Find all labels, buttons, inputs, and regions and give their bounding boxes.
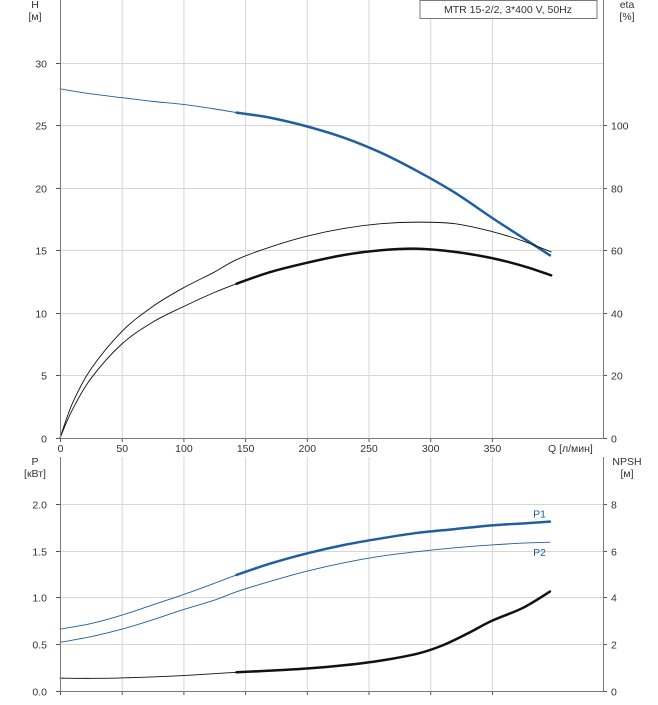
bottom-panel-ylabel-right-unit: [м] [620, 468, 633, 480]
top-panel-xtick-label-200: 200 [299, 443, 317, 455]
top-panel-ytick-right-label-20: 20 [611, 371, 623, 383]
bottom-panel-ytick-right-label-0: 0 [611, 687, 617, 699]
top-panel-series-3-line [235, 247, 553, 286]
bottom-panel-ylabel-left: P [31, 456, 38, 468]
bottom-panel-ytick-left-label-0-0: 0.0 [32, 687, 47, 699]
top-panel-series-2-line-thin [59, 221, 552, 439]
top-panel-xtick-label-0: 0 [58, 443, 64, 455]
top-panel-ytick-left-label-20: 20 [35, 184, 47, 196]
top-panel-ylabel-left: H [31, 0, 39, 11]
bottom-panel-ytick-right-label-4: 4 [611, 593, 617, 605]
bottom-panel-ytick-right-label-8: 8 [611, 500, 617, 512]
legend-box-text: MTR 15-2/2, 3*400 V, 50Hz [444, 4, 572, 16]
bottom-panel-ytick-right-label-2: 2 [611, 640, 617, 652]
top-panel-ylabel-right-unit: [%] [619, 11, 634, 23]
top-panel-xtick-label-50: 50 [116, 443, 128, 455]
top-panel-xlabel: Q [л/мин] [548, 443, 593, 455]
top-panel-ylabel-right: eta [620, 0, 635, 11]
top-panel-ytick-left-label-15: 15 [35, 246, 47, 258]
top-panel-ytick-left-label-25: 25 [35, 121, 47, 133]
bottom-panel-series-1-P1-label: P1 [533, 509, 546, 521]
bottom-panel-ytick-left-label-1-5: 1.5 [32, 547, 47, 559]
bottom-panel-ytick-left-label-2-0: 2.0 [32, 500, 47, 512]
grid-layer [60, 0, 603, 691]
top-panel-xtick-label-350: 350 [484, 443, 502, 455]
top-panel-ytick-right-label-0: 0 [611, 434, 617, 446]
top-panel-ytick-right-label-60: 60 [611, 246, 623, 258]
text-layer: 0 50 100 150 200 250 300 3500510152025300204060… [24, 0, 642, 699]
top-panel-series-1-line [235, 111, 552, 257]
bottom-panel-ytick-right-label-6: 6 [611, 547, 617, 559]
bottom-panel-series-2-P2-line-thin [59, 541, 551, 643]
top-panel-ytick-right-label-40: 40 [611, 309, 623, 321]
bottom-panel-ylabel-left-unit: [кВт] [24, 468, 46, 480]
top-panel-ytick-left-label-5: 5 [41, 371, 47, 383]
legend-box: MTR 15-2/2, 3*400 V, 50Hz [419, 0, 598, 19]
bottom-panel-series-1-P1-line [235, 520, 552, 577]
top-panel-ytick-left-label-0: 0 [41, 434, 47, 446]
series-layer [59, 88, 553, 679]
top-panel-ytick-right-label-80: 80 [611, 184, 623, 196]
top-panel-xtick-label-300: 300 [422, 443, 440, 455]
bottom-panel-series-2-P2-label: P2 [533, 547, 546, 559]
bottom-panel-ytick-left-label-0-5: 0.5 [32, 640, 47, 652]
top-panel-ytick-left-label-30: 30 [35, 59, 47, 71]
top-panel-xtick-label-250: 250 [360, 443, 378, 455]
top-panel-series-1-line-thin [59, 88, 237, 114]
bottom-panel-series-3-line [235, 590, 552, 674]
top-panel-ytick-left-label-10: 10 [35, 309, 47, 321]
bottom-panel-ytick-left-label-1-0: 1.0 [32, 593, 47, 605]
frame-layer [56, 0, 607, 695]
top-panel-xtick-label-150: 150 [237, 443, 255, 455]
top-panel-ytick-right-label-100: 100 [611, 121, 629, 133]
top-panel-xtick-label-100: 100 [175, 443, 193, 455]
top-panel-ylabel-left-unit: [м] [28, 11, 41, 23]
bottom-panel-ylabel-right: NPSH [612, 456, 641, 468]
bottom-panel-series-1-P1-line-thin [59, 574, 237, 630]
top-panel-series-3-line-thin [59, 283, 237, 439]
bottom-panel-series-3-line-thin [59, 671, 237, 679]
